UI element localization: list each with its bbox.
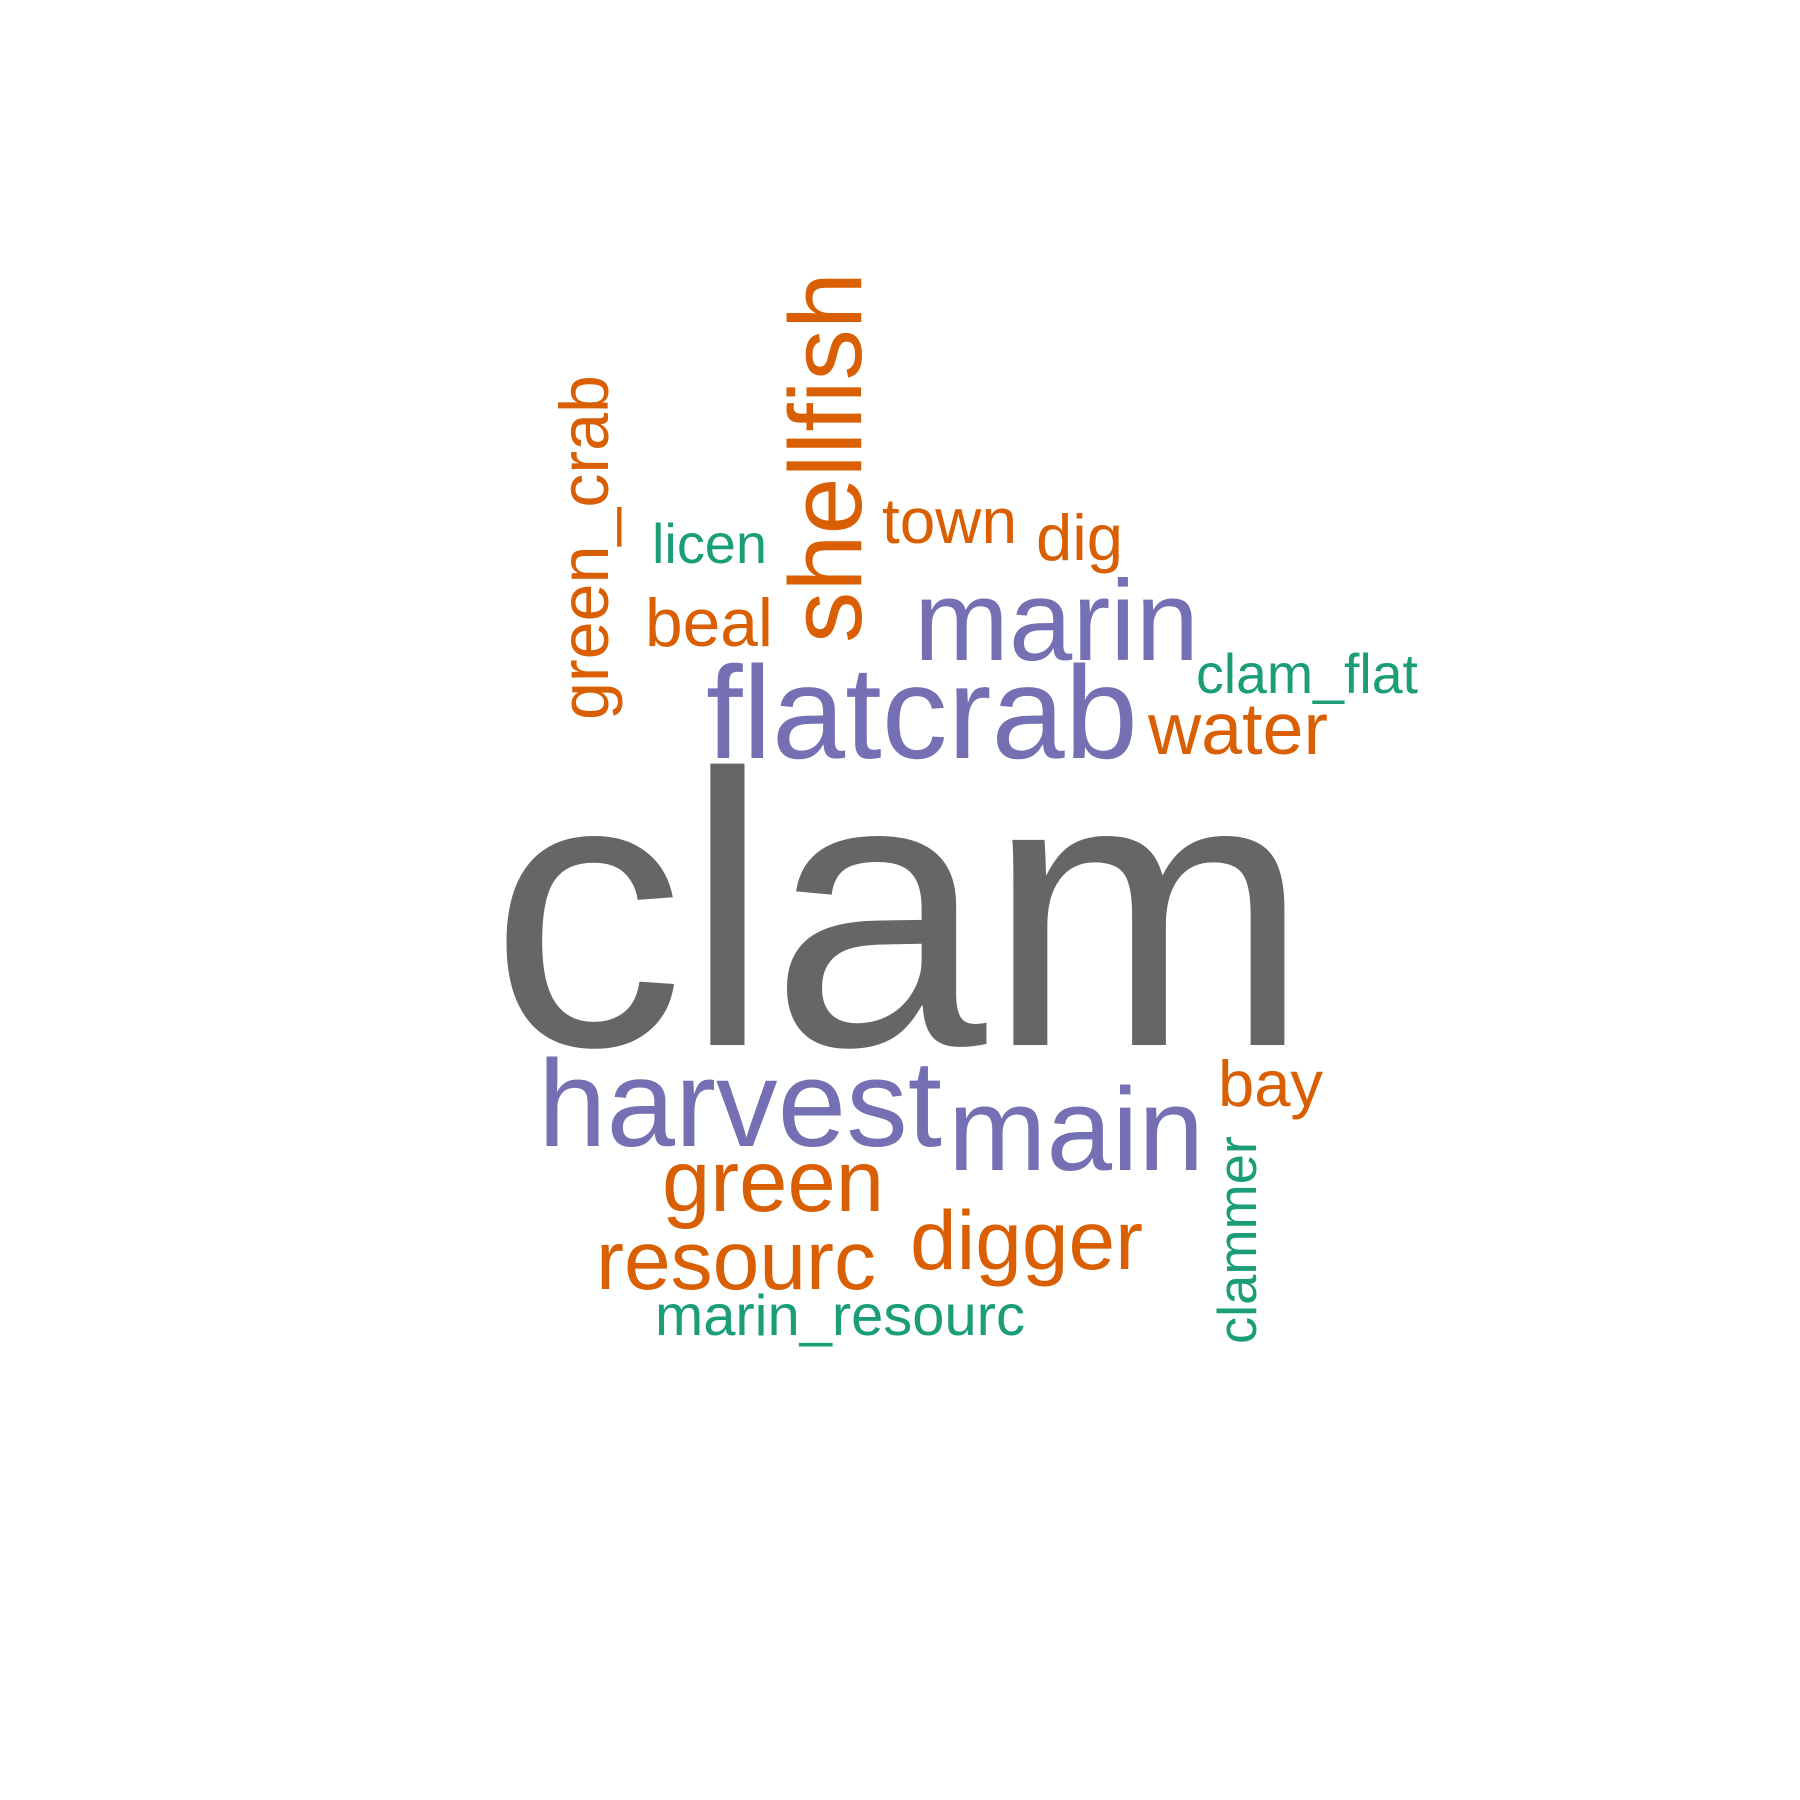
word-marin: marin — [914, 558, 1199, 685]
word-licen: licen — [652, 512, 767, 576]
word-main: main — [948, 1063, 1204, 1196]
word-clam: clam — [490, 694, 1310, 1129]
word-beal: beal — [645, 585, 773, 661]
word-flatcrab: flatcrab — [706, 638, 1138, 786]
word-clammer: clammer — [1208, 1136, 1269, 1344]
word-marin-resourc: marin_resourc — [655, 1284, 1025, 1349]
word-clam-flat: clam_flat — [1196, 643, 1418, 706]
word-digger: digger — [910, 1193, 1143, 1288]
word-water: water — [1148, 686, 1328, 770]
word-green: green — [662, 1132, 884, 1230]
word-shellfish: shellfish — [768, 272, 884, 643]
word-resourc: resourc — [596, 1213, 876, 1307]
word-harvest: harvest — [538, 1035, 942, 1174]
word-dig: dig — [1036, 500, 1123, 574]
word-town: town — [882, 485, 1017, 558]
word-green-crab: green_crab — [546, 375, 623, 720]
word-bay: bay — [1218, 1047, 1323, 1121]
